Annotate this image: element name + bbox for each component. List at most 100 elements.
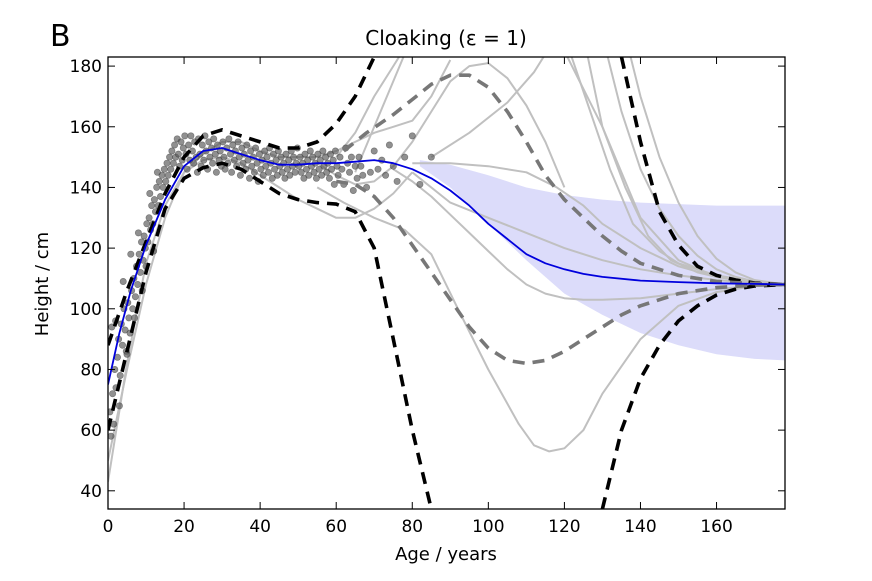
data-point bbox=[246, 174, 254, 182]
series-sample-11 bbox=[606, 57, 785, 286]
series-mean bbox=[108, 147, 785, 385]
data-point bbox=[115, 402, 123, 410]
series-inner-upper bbox=[342, 73, 785, 287]
data-point bbox=[314, 150, 322, 158]
data-point bbox=[331, 147, 339, 155]
data-point bbox=[166, 153, 174, 161]
plot-area bbox=[108, 57, 785, 509]
data-point bbox=[228, 168, 236, 176]
data-point bbox=[219, 138, 227, 146]
data-point bbox=[349, 187, 357, 195]
series-outer-right-lower bbox=[600, 282, 785, 509]
data-point bbox=[119, 341, 127, 349]
data-point bbox=[359, 171, 367, 179]
data-point bbox=[393, 177, 401, 185]
data-point bbox=[255, 150, 263, 158]
axes: 0 20 40 60 80 100 120 140 160 40 60 80 100 120 140 160 1… bbox=[70, 57, 785, 537]
data-point bbox=[385, 141, 393, 149]
series-sample-13 bbox=[108, 59, 452, 461]
data-point bbox=[143, 220, 151, 228]
data-point bbox=[140, 232, 148, 240]
x-tick-label: 80 bbox=[401, 517, 423, 537]
x-axis-label: Age / years bbox=[395, 544, 497, 565]
data-point bbox=[309, 153, 317, 161]
data-point bbox=[330, 180, 338, 188]
series-sample-12 bbox=[629, 57, 785, 286]
y-tick-label: 100 bbox=[70, 300, 102, 320]
data-point bbox=[134, 229, 142, 237]
data-point bbox=[116, 371, 124, 379]
data-point bbox=[243, 141, 251, 149]
data-point bbox=[109, 390, 117, 398]
data-point bbox=[190, 159, 198, 167]
series-inner-lower bbox=[335, 179, 785, 366]
data-point bbox=[323, 168, 331, 176]
data-point bbox=[210, 135, 218, 143]
plot-frame bbox=[107, 56, 786, 510]
data-point bbox=[181, 132, 189, 140]
data-point bbox=[179, 144, 187, 152]
x-tick-label: 100 bbox=[472, 517, 504, 537]
data-point bbox=[153, 168, 161, 176]
data-point bbox=[290, 153, 298, 161]
data-point bbox=[155, 177, 163, 185]
data-point bbox=[326, 150, 334, 158]
data-point bbox=[206, 153, 214, 161]
data-point bbox=[269, 150, 277, 158]
series-outer-lower bbox=[108, 161, 434, 509]
data-point bbox=[310, 168, 318, 176]
data-point bbox=[291, 168, 299, 176]
data-point bbox=[264, 168, 272, 176]
y-tick-label: 80 bbox=[80, 360, 102, 380]
data-point bbox=[162, 177, 170, 185]
data-point bbox=[355, 153, 363, 161]
data-point bbox=[347, 153, 355, 161]
data-point bbox=[153, 183, 161, 191]
data-point bbox=[366, 168, 374, 176]
series-sample-2 bbox=[354, 57, 405, 173]
data-point bbox=[248, 162, 256, 170]
data-point bbox=[174, 150, 182, 158]
x-tick-label: 20 bbox=[173, 517, 195, 537]
data-point bbox=[357, 162, 365, 170]
data-point bbox=[163, 159, 171, 167]
panel-label: B bbox=[50, 19, 71, 54]
x-tick-label: 160 bbox=[700, 517, 732, 537]
data-point bbox=[263, 153, 271, 161]
data-point bbox=[250, 168, 258, 176]
data-point bbox=[119, 277, 127, 285]
data-point bbox=[259, 171, 267, 179]
series-sample-10 bbox=[586, 57, 785, 286]
y-tick-label: 120 bbox=[70, 239, 102, 259]
data-point bbox=[211, 150, 219, 158]
data-point bbox=[328, 165, 336, 173]
data-point bbox=[345, 168, 353, 176]
data-point bbox=[168, 147, 176, 155]
y-axis-label: Height / cm bbox=[32, 232, 53, 336]
data-point bbox=[150, 196, 158, 204]
data-point bbox=[212, 168, 220, 176]
y-tick-label: 40 bbox=[80, 482, 102, 502]
data-point bbox=[408, 132, 416, 140]
data-point bbox=[225, 135, 233, 143]
data-point bbox=[338, 165, 346, 173]
data-point bbox=[234, 138, 242, 146]
data-point bbox=[229, 141, 237, 149]
data-point bbox=[146, 190, 154, 198]
data-point bbox=[319, 147, 327, 155]
data-point bbox=[306, 147, 314, 155]
data-point bbox=[148, 202, 156, 210]
x-tick-label: 120 bbox=[548, 517, 580, 537]
x-tick-label: 60 bbox=[325, 517, 347, 537]
y-tick-label: 140 bbox=[70, 178, 102, 198]
data-point bbox=[305, 171, 313, 179]
data-point bbox=[145, 214, 153, 222]
data-point bbox=[416, 180, 424, 188]
data-point bbox=[200, 156, 208, 164]
data-point bbox=[353, 174, 361, 182]
data-point bbox=[239, 159, 247, 167]
data-point bbox=[198, 141, 206, 149]
y-tick-label: 60 bbox=[80, 421, 102, 441]
data-point bbox=[271, 165, 279, 173]
data-point bbox=[427, 153, 435, 161]
